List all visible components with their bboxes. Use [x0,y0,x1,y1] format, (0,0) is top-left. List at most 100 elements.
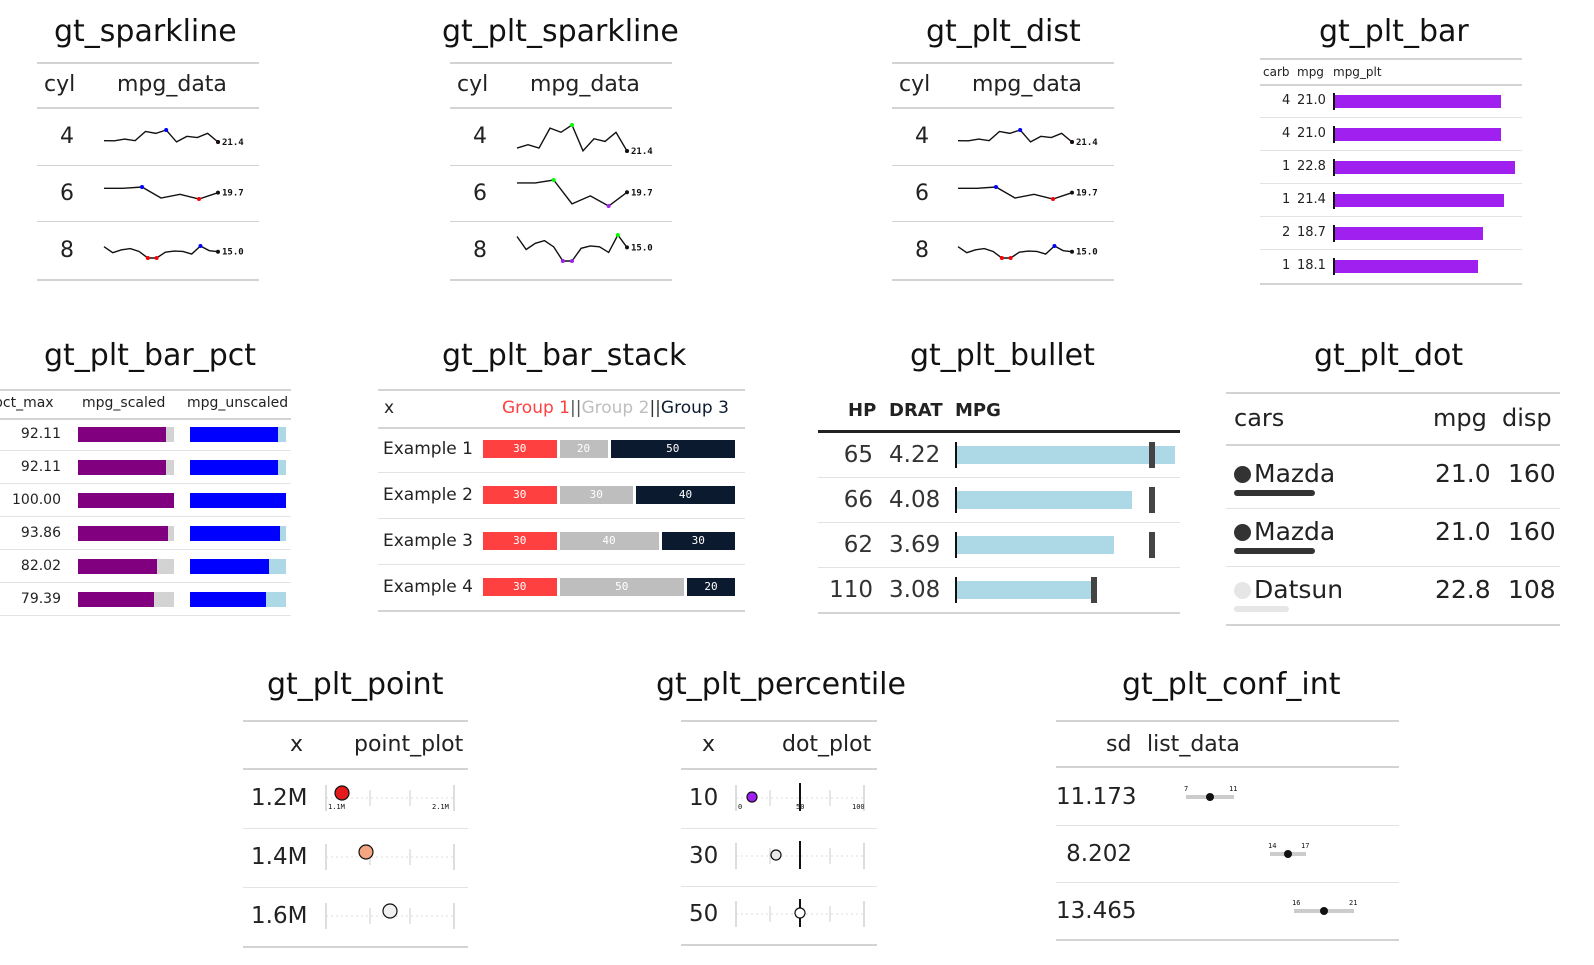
tick-label: 1.1M [328,803,345,811]
percentile-mark [794,907,806,919]
sparkline-max-point [1052,244,1057,248]
table-cell: Datsun [1254,575,1344,604]
panel-title: gt_plt_point [267,667,444,702]
table-cell: 2 [1282,225,1291,240]
table-cell: 4 [473,124,487,149]
table-cell: 65 [843,442,873,468]
column-header: mpg [1297,65,1324,79]
table-cell: 93.86 [20,525,61,541]
sparkline-max-point [1018,128,1023,132]
table-cell: 4 [1282,126,1291,141]
table-cell: 3.69 [889,532,941,558]
panel-title: gt_plt_conf_int [1122,667,1341,702]
table-cell: 82.02 [20,558,61,574]
table-cell: 8 [473,238,487,263]
table-rule [681,886,877,887]
sparkline-min-point [145,256,150,260]
column-header: cyl [44,72,76,97]
sparkline-last-point [625,190,629,195]
table-cell: 6 [60,181,74,206]
sparkline-last-label: 15.0 [631,243,653,253]
table-cell: 1.6M [251,903,308,929]
table-rule [818,477,1180,478]
stack-segment: 20 [559,440,608,458]
table-cell: 66 [843,487,873,513]
sparkline-max-point [615,233,620,237]
column-header: DRAT [889,400,943,421]
table-cell: 8.202 [1066,841,1132,867]
sparkline-last-point [1070,249,1074,254]
sparkline-last-point [1070,140,1074,144]
table-rule [243,828,468,829]
table-cell: 21.0 [1297,93,1326,108]
panel-title: gt_plt_percentile [656,667,906,702]
table-cell: 110 [829,577,873,603]
column-header: mpg_unscaled [187,395,289,411]
table-rule [1056,766,1399,768]
bar-mark [1335,95,1501,108]
sparkline-min-point [560,259,565,263]
table-cell: 30 [689,843,719,869]
sparkline-min-point [1008,256,1013,260]
bullet-bar [956,491,1133,509]
bar-mark [1335,161,1515,174]
sparkline-last-label: 21.4 [222,138,244,148]
sparkline-max-point [994,185,998,189]
bullet-bar [956,446,1175,464]
table-cell: Mazda [1254,517,1336,546]
bar-mark [1335,194,1504,207]
sparkline-last-point [625,149,629,153]
sparkline-max-point [570,123,574,127]
panel-title: gt_plt_bar [1319,14,1469,49]
ci-low-label: 16 [1292,899,1300,907]
dot-bar [1234,490,1315,496]
column-header: MPG [955,400,1001,421]
table-rule [1260,283,1522,285]
bullet-target [1149,532,1156,558]
sparkline-series [958,186,1073,200]
table-rule [1056,720,1399,722]
tick-label: 0 [738,803,742,811]
bar-mark [78,526,169,541]
tick-label: 50 [796,803,804,811]
table-rule [1260,84,1522,86]
column-header: mpg [1433,404,1487,432]
table-cell: 10 [689,785,719,811]
table-cell: 1 [1282,258,1291,273]
sparkline-min-point [999,256,1004,260]
table-rule [1226,392,1560,394]
column-header: list_data [1147,732,1240,757]
table-cell: 8 [915,238,929,263]
table-rule [1260,216,1522,217]
bullet-bar [956,536,1114,554]
table-rule [0,389,291,391]
ci-mean [1284,850,1292,858]
table-rule [0,582,291,583]
stack-segment: 30 [483,440,557,458]
table-rule [0,516,291,517]
table-cell: 160 [1508,459,1556,488]
column-header: carb [1263,65,1290,79]
bar-mark [190,460,279,475]
stack-segment: 30 [559,486,633,504]
table-rule [1226,508,1560,509]
table-cell: 108 [1508,575,1556,604]
bar-mark [78,427,167,442]
bar-mark [1335,227,1483,240]
table-cell: 1 [1282,159,1291,174]
table-cell: 21.0 [1435,517,1491,546]
table-cell: 4 [1282,93,1291,108]
table-cell: 4 [915,124,929,149]
bar-mark [78,559,157,574]
table-rule [1260,150,1522,151]
stack-segment: 40 [559,532,659,550]
table-rule [378,518,745,519]
table-rule [1226,624,1560,626]
bar-axis-tick [1333,192,1335,209]
bar-mark [1335,128,1501,141]
stack-segment: 30 [483,532,557,550]
table-rule [450,165,672,166]
panel-title: gt_plt_bullet [910,338,1095,373]
table-cell: Example 3 [383,531,473,551]
